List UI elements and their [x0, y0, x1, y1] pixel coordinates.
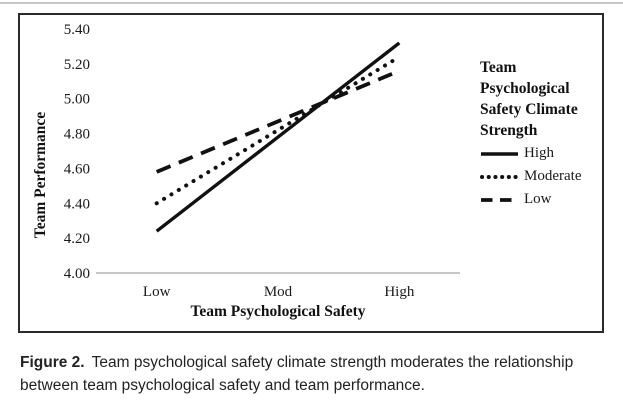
- series-lines: [154, 41, 402, 233]
- chart-frame: 4.00 4.20 4.40 4.60 4.80 5.00 5.20 5.40 Low Mod H…: [18, 13, 604, 333]
- legend-entries: High Moderate Low: [480, 142, 604, 211]
- legend-label-high: High: [524, 145, 554, 161]
- x-tick-label: Low: [143, 284, 171, 300]
- x-tick-label: High: [384, 284, 415, 300]
- y-axis-title: Team Performance: [32, 112, 49, 239]
- series-line-high: [155, 41, 401, 233]
- x-axis-tick-labels: Low Mod High: [143, 284, 415, 300]
- x-tick-label: Mod: [264, 284, 293, 300]
- interaction-line-chart: 4.00 4.20 4.40 4.60 4.80 5.00 5.20 5.40 Low Mod H…: [32, 22, 460, 320]
- y-tick-label: 5.00: [64, 92, 90, 108]
- y-tick-label: 4.80: [64, 127, 90, 143]
- y-tick-label: 4.60: [64, 161, 90, 177]
- legend: Team Psychological Safety Climate Streng…: [480, 57, 604, 211]
- y-tick-label: 5.20: [64, 57, 90, 73]
- figure-caption-text: Team psychological safety climate streng…: [20, 354, 574, 394]
- legend-label-moderate: Moderate: [524, 168, 582, 184]
- legend-entry-moderate: Moderate: [480, 165, 604, 188]
- series-line-low: [155, 69, 401, 174]
- legend-entry-low: Low: [480, 188, 604, 211]
- legend-title: Team Psychological Safety Climate Streng…: [480, 59, 578, 139]
- figure-caption: Figure 2. Team psychological safety clima…: [20, 351, 608, 397]
- y-axis-tick-labels: 4.00 4.20 4.40 4.60 4.80 5.00 5.20 5.40: [64, 22, 90, 282]
- legend-label-low: Low: [524, 191, 552, 207]
- dashed-line-icon: [481, 197, 516, 202]
- legend-entry-high: High: [480, 142, 604, 165]
- solid-line-icon: [481, 151, 518, 156]
- series-line-moderate: [154, 54, 402, 206]
- figure-number-label: Figure 2.: [20, 354, 85, 371]
- dotted-line-icon: [480, 174, 520, 179]
- y-tick-label: 5.40: [64, 22, 90, 38]
- x-axis-title: Team Psychological Safety: [190, 303, 365, 320]
- y-tick-label: 4.40: [64, 196, 90, 212]
- y-tick-label: 4.20: [64, 231, 90, 247]
- y-tick-label: 4.00: [64, 266, 90, 282]
- page-top-divider: [0, 2, 623, 4]
